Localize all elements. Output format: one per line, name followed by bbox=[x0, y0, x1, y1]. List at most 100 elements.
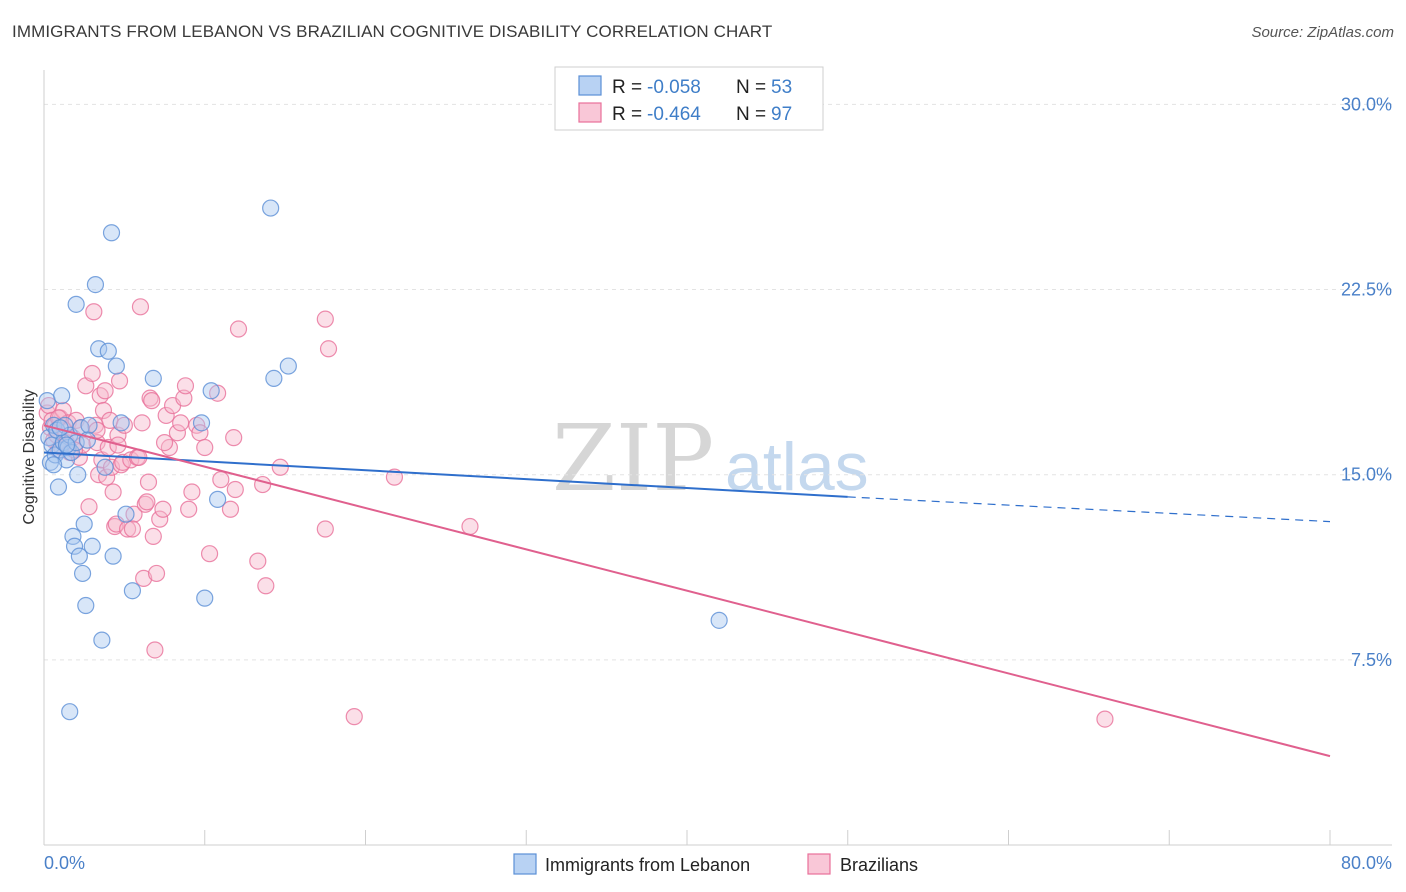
x-tick-label-min: 0.0% bbox=[44, 853, 85, 873]
data-point bbox=[80, 498, 98, 516]
y-tick-label: 7.5% bbox=[1351, 650, 1392, 670]
series-brazilians-points bbox=[38, 298, 1114, 728]
data-point bbox=[123, 582, 142, 600]
data-point bbox=[316, 310, 334, 328]
source-label: Source: ZipAtlas.com bbox=[1251, 24, 1394, 41]
data-point bbox=[160, 438, 178, 457]
data-point bbox=[69, 466, 87, 484]
trend-line-brazilians bbox=[43, 424, 1331, 758]
data-point bbox=[104, 483, 122, 501]
data-point bbox=[80, 416, 98, 434]
data-point bbox=[254, 475, 272, 494]
data-point bbox=[93, 631, 111, 649]
gridlines bbox=[44, 103, 1392, 661]
data-point bbox=[67, 295, 85, 313]
data-point bbox=[212, 471, 230, 489]
legend-r-label-1: R = bbox=[612, 77, 642, 98]
data-point bbox=[77, 596, 95, 615]
data-point bbox=[265, 369, 283, 388]
chart-title: IMMIGRANTS FROM LEBANON VS BRAZILIAN COG… bbox=[12, 22, 773, 41]
legend-n-value-2: 97 bbox=[771, 104, 792, 125]
data-point bbox=[144, 369, 162, 388]
data-point bbox=[1096, 710, 1114, 728]
data-point bbox=[229, 320, 248, 338]
data-point bbox=[168, 424, 187, 442]
stats-legend: R = -0.058 N = 53 R = -0.464 N = 97 bbox=[554, 66, 824, 131]
data-point bbox=[146, 641, 164, 659]
y-tick-label: 22.5% bbox=[1341, 280, 1392, 300]
data-point bbox=[115, 416, 133, 434]
data-point bbox=[154, 500, 172, 518]
y-tick-label: 15.0% bbox=[1341, 465, 1392, 485]
data-point bbox=[257, 577, 275, 595]
data-point bbox=[53, 387, 71, 405]
data-point bbox=[710, 611, 728, 629]
data-point bbox=[123, 520, 142, 538]
data-point bbox=[176, 377, 195, 395]
data-point bbox=[65, 537, 84, 555]
legend-n-value-1: 53 bbox=[771, 77, 792, 98]
trend-lines bbox=[43, 424, 1331, 758]
data-point bbox=[196, 589, 214, 607]
data-point bbox=[49, 478, 68, 496]
data-point bbox=[131, 298, 150, 316]
data-point bbox=[83, 364, 101, 383]
data-point bbox=[192, 414, 211, 432]
data-point bbox=[279, 357, 297, 375]
data-point bbox=[94, 401, 113, 420]
legend-n-label-2: N = bbox=[736, 104, 766, 125]
data-point bbox=[345, 708, 363, 726]
data-point bbox=[73, 564, 92, 583]
data-point bbox=[202, 382, 220, 400]
bottom-legend-label-brazilians: Brazilians bbox=[840, 855, 918, 875]
data-point bbox=[133, 414, 151, 432]
data-point bbox=[209, 490, 227, 508]
data-point bbox=[172, 414, 190, 432]
data-point bbox=[196, 438, 214, 457]
data-point bbox=[157, 406, 175, 425]
x-tick-label-max: 80.0% bbox=[1341, 853, 1392, 873]
data-point bbox=[155, 433, 174, 452]
bottom-legend-swatch-lebanon bbox=[513, 853, 537, 875]
data-point bbox=[135, 569, 153, 587]
data-point bbox=[75, 515, 93, 533]
data-point bbox=[226, 480, 244, 499]
data-point bbox=[180, 500, 198, 518]
data-point bbox=[45, 456, 63, 474]
data-point bbox=[117, 505, 135, 523]
data-point bbox=[271, 458, 289, 476]
data-point bbox=[61, 703, 79, 721]
watermark-zip: ZIP bbox=[552, 405, 714, 512]
data-point bbox=[138, 493, 156, 511]
data-point bbox=[200, 545, 219, 563]
data-point bbox=[139, 473, 158, 491]
data-point bbox=[86, 275, 105, 294]
data-point bbox=[316, 520, 334, 538]
data-point bbox=[85, 303, 103, 321]
legend-swatch-lebanon bbox=[578, 75, 602, 96]
legend-r-label-2: R = bbox=[612, 104, 642, 125]
data-point bbox=[104, 547, 122, 565]
data-point bbox=[151, 510, 169, 528]
data-point bbox=[183, 483, 201, 501]
x-axis-ticks bbox=[43, 830, 1331, 845]
data-point bbox=[70, 547, 88, 565]
y-tick-labels: 7.5% 15.0% 22.5% 30.0% bbox=[1341, 94, 1392, 669]
series-legend: Immigrants from Lebanon Brazilians bbox=[513, 853, 918, 875]
data-point bbox=[118, 520, 137, 538]
legend-swatch-brazilians bbox=[578, 102, 602, 123]
series-lebanon-points bbox=[38, 199, 728, 721]
y-axis-title: Cognitive Disability bbox=[21, 389, 38, 524]
y-tick-label: 30.0% bbox=[1341, 94, 1392, 114]
trend-line-lebanon-projection bbox=[847, 496, 1331, 523]
data-point bbox=[319, 340, 338, 358]
data-point bbox=[144, 527, 162, 546]
legend-r-value-2: -0.464 bbox=[647, 104, 701, 125]
data-point bbox=[96, 382, 114, 400]
data-point bbox=[107, 357, 125, 375]
bottom-legend-label-lebanon: Immigrants from Lebanon bbox=[545, 855, 750, 875]
legend-n-label-1: N = bbox=[736, 77, 766, 98]
data-point bbox=[99, 342, 117, 360]
data-point bbox=[102, 224, 121, 242]
